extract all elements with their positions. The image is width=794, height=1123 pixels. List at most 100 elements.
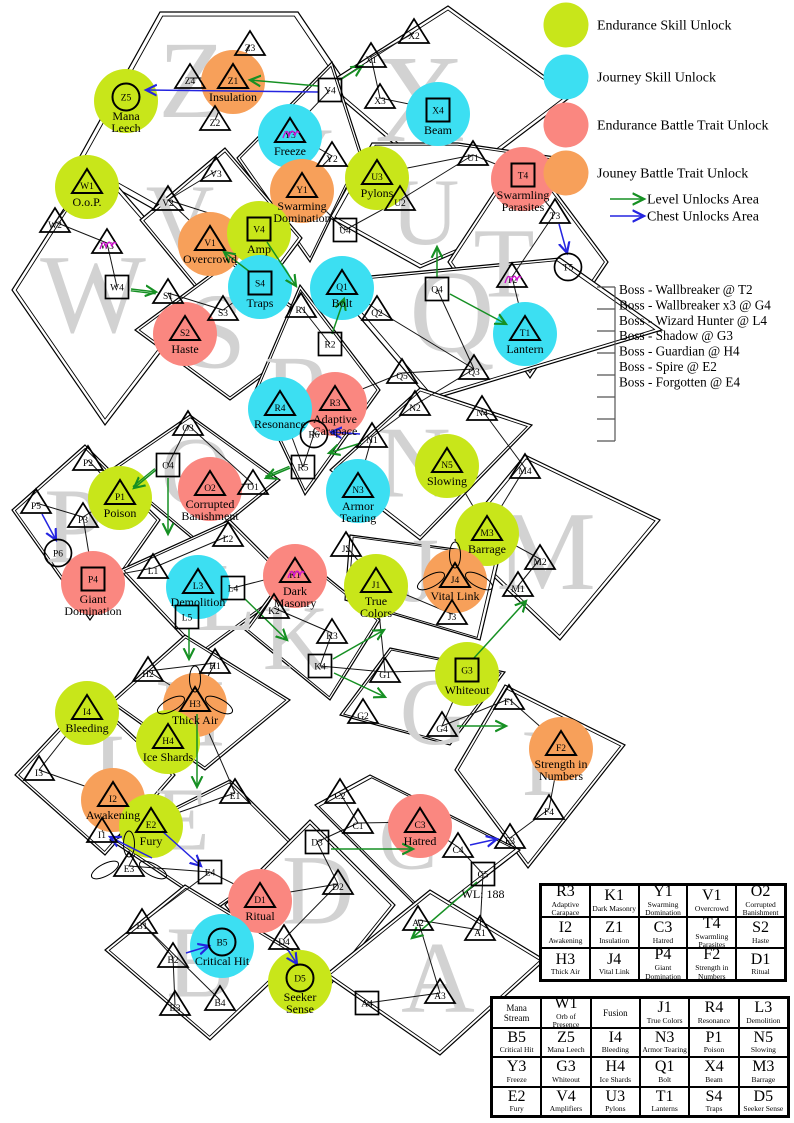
node-label-M3-0: Barrage	[468, 542, 506, 556]
node-L2	[211, 520, 245, 547]
node-L4	[220, 575, 246, 601]
table-entry-code: P4	[654, 948, 672, 964]
node-V1	[193, 224, 227, 251]
table-entry-code: R4	[704, 999, 724, 1017]
node-label-Y1-0: Swarming	[277, 199, 326, 213]
table-entry-code: H3	[555, 950, 576, 968]
loop-decoration	[449, 541, 461, 569]
node-label-Z5-1: Leech	[111, 121, 140, 135]
cell-inner-Q	[334, 260, 656, 397]
trait-table-cell-C3: C3 Hatred	[638, 916, 688, 949]
node-A4	[354, 990, 380, 1016]
trait-table-cell-Z1: Z1 Insulation	[589, 916, 639, 949]
node-id-Q3: Q3	[468, 368, 480, 378]
node-label-N5-0: Slowing	[427, 474, 467, 488]
table-entry-name: Mana Leech	[547, 1045, 585, 1055]
node-label-N3-0: Armor	[342, 499, 374, 513]
node-S4	[247, 270, 273, 296]
node-P6	[43, 538, 73, 568]
table-entry-code: D1	[750, 950, 771, 968]
table-entry-name: Mana Stream	[503, 1002, 530, 1023]
node-Y3	[273, 116, 307, 143]
node-id-H3: H3	[189, 700, 201, 710]
unlock-circle-S4	[228, 255, 292, 319]
node-label-F2-1: Numbers	[539, 769, 583, 783]
node-F3	[493, 822, 527, 849]
chest-arrow-E2-E4	[161, 830, 201, 866]
node-id-P6: P6	[53, 550, 63, 560]
table-entry-code: V4	[556, 1087, 576, 1105]
skill-table-cell-R4: R4 Resonance	[689, 998, 739, 1028]
node-id-Z3: Z3	[245, 44, 256, 54]
node-id-W2: W2	[48, 221, 62, 231]
node-id-F4: F4	[544, 808, 554, 818]
node-id-P1: P1	[115, 493, 125, 503]
node-id-T5: T5	[563, 264, 574, 274]
edge-C5-A1	[479, 873, 484, 931]
node-label-Y3-0: Freeze	[274, 144, 306, 158]
node-id-L3: L3	[193, 582, 204, 592]
table-entry-name: Adaptive Carapace	[551, 899, 580, 917]
node-id-R2: R2	[324, 341, 335, 351]
node-id-J2: J2	[342, 545, 351, 555]
table-entry-name: Armor Tearing	[642, 1045, 687, 1055]
node-label-F2-0: Strength in	[535, 757, 588, 771]
table-entry-name: Swarmling Parasites	[695, 931, 729, 949]
node-id-F2: F2	[556, 744, 566, 754]
chest-arrow-T3-T5	[559, 223, 567, 253]
node-id-S1: S1	[163, 292, 173, 302]
node-I3	[22, 754, 56, 781]
node-Y4	[317, 77, 343, 103]
node-B4	[203, 984, 237, 1011]
node-id-S2: S2	[180, 329, 190, 339]
node-id-X1: X1	[365, 56, 377, 66]
edge-C4-C5	[457, 846, 484, 875]
node-P2	[71, 444, 105, 471]
edge-S1-S3	[167, 292, 224, 311]
node-H3	[178, 685, 212, 712]
node-V3	[199, 155, 233, 182]
boss-list-item: Boss - Shadow @ G3	[619, 328, 733, 343]
table-entry-name: Hatred	[652, 935, 674, 945]
node-O4	[155, 452, 181, 478]
table-entry-name: Fusion	[603, 1007, 628, 1018]
node-id-B5: B5	[216, 939, 227, 949]
node-W4	[104, 274, 130, 300]
node-id-E3: E3	[124, 865, 135, 875]
unlock-circle-S2	[153, 302, 217, 366]
node-id-M1: M1	[511, 585, 524, 595]
level-arrow-V4-R1	[266, 241, 296, 286]
node-id-W1: W1	[80, 182, 94, 192]
node-C2	[323, 777, 357, 804]
node-id-U2: U2	[394, 199, 406, 209]
node-id-Q2: Q2	[371, 309, 383, 319]
node-M3	[470, 514, 504, 541]
node-label-P4-0: Giant	[80, 592, 107, 606]
skill-table-cell-G3: G3 Whiteout	[541, 1057, 591, 1087]
node-id-O3: O3	[182, 424, 194, 434]
unlock-circle-N5	[415, 434, 479, 498]
table-entry-name: Poison	[703, 1045, 725, 1055]
skill-table-cell-N3: N3 Armor Tearing	[639, 1027, 690, 1057]
node-O3	[171, 409, 205, 436]
node-label-R3-0: Adaptive	[313, 412, 357, 426]
edge-Q5-Q3	[401, 368, 475, 374]
edge-H2-H1	[147, 662, 216, 672]
table-entry-name: Orb of Presence	[552, 1011, 580, 1028]
chest-arrow-D4-D5	[288, 949, 297, 964]
trait-table-cell-F2: F2 Strength in Numbers	[687, 948, 737, 980]
node-K4	[307, 653, 333, 679]
node-K2	[257, 592, 291, 619]
node-label-V4-0: Amp	[247, 242, 271, 256]
level-arrow-N1-R5	[329, 442, 362, 453]
node-X4	[425, 97, 451, 123]
node-label-H4-0: Ice Shards	[143, 750, 194, 764]
unlock-circle-K1	[263, 544, 327, 608]
node-id-X2: X2	[408, 32, 420, 42]
node-label-H3-0: Thick Air	[172, 713, 218, 727]
node-id-D4: D4	[278, 938, 290, 948]
edge-Q3-N2	[414, 368, 475, 406]
node-I1	[85, 816, 119, 843]
scribble-Y3	[282, 130, 300, 139]
node-R6	[299, 419, 329, 449]
